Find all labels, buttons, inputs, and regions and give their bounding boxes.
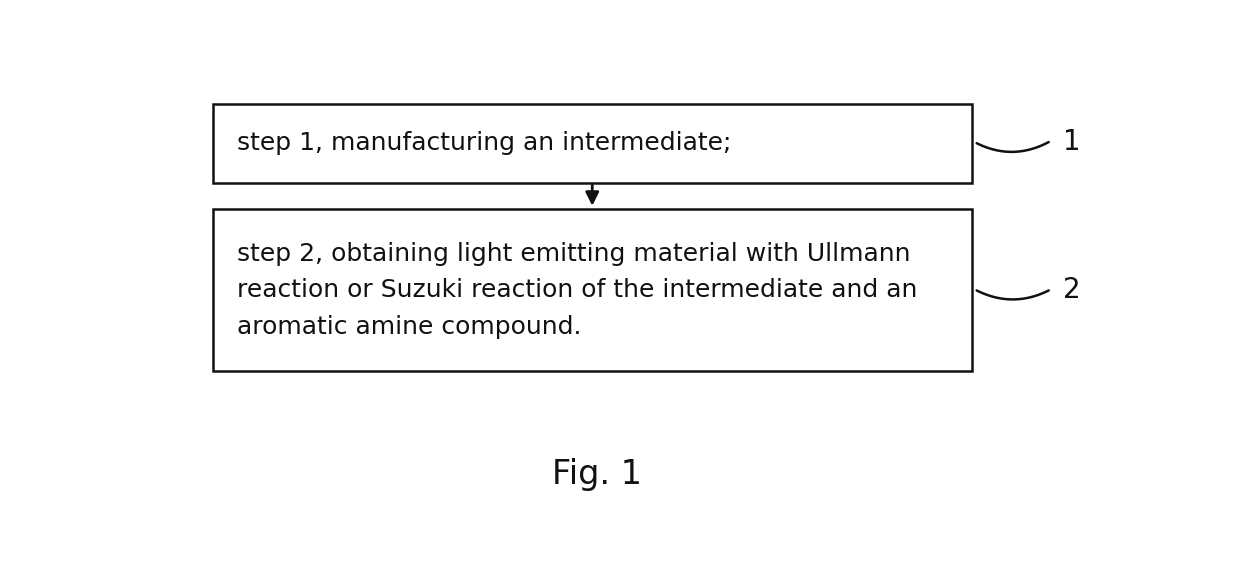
- Text: step 1, manufacturing an intermediate;: step 1, manufacturing an intermediate;: [237, 131, 732, 155]
- Text: Fig. 1: Fig. 1: [552, 458, 642, 491]
- Text: 2: 2: [1063, 276, 1081, 304]
- FancyBboxPatch shape: [213, 210, 972, 371]
- FancyBboxPatch shape: [213, 104, 972, 182]
- Text: step 2, obtaining light emitting material with Ullmann
reaction or Suzuki reacti: step 2, obtaining light emitting materia…: [237, 242, 918, 339]
- Text: 1: 1: [1063, 128, 1081, 156]
